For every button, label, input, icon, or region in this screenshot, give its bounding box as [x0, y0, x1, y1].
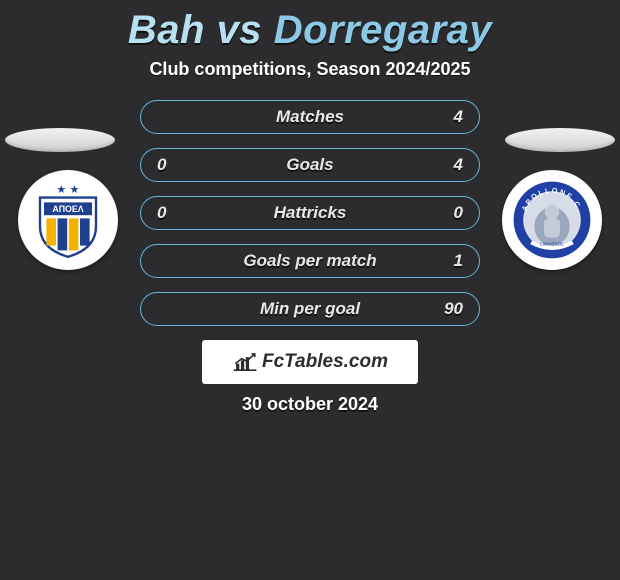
svg-text:ΑΠΟΕΛ: ΑΠΟΕΛ: [52, 204, 83, 214]
stat-label: Hattricks: [181, 203, 439, 223]
player1-name: Bah: [128, 8, 205, 52]
brand-badge[interactable]: FcTables.com: [202, 340, 418, 384]
player2-name: Dorregaray: [274, 8, 492, 52]
stat-right-value: 0: [439, 203, 463, 223]
stat-right-value: 90: [439, 299, 463, 319]
svg-text:★ ★: ★ ★: [56, 184, 79, 196]
apollon-crest: A P O L L O N F . C . LIMASSOL: [512, 180, 592, 260]
date-label: 30 october 2024: [0, 394, 620, 415]
comparison-card: Bah vs Dorregaray Club competitions, Sea…: [0, 0, 620, 440]
stat-label: Goals per match: [181, 251, 439, 271]
apoel-crest: ★ ★ ΑΠΟΕΛ: [28, 180, 108, 260]
subtitle: Club competitions, Season 2024/2025: [0, 59, 620, 80]
stat-right-value: 4: [439, 155, 463, 175]
stat-left-value: 0: [157, 155, 181, 175]
stat-right-value: 4: [439, 107, 463, 127]
left-pedestal: [5, 128, 115, 152]
svg-text:LIMASSOL: LIMASSOL: [540, 242, 564, 248]
stat-left-value: 0: [157, 203, 181, 223]
stat-row-matches: Matches 4: [140, 100, 480, 134]
vs-label: vs: [217, 8, 263, 52]
stat-row-min-per-goal: Min per goal 90: [140, 292, 480, 326]
stat-right-value: 1: [439, 251, 463, 271]
brand-label: FcTables.com: [262, 351, 388, 373]
page-title: Bah vs Dorregaray: [0, 8, 620, 53]
stat-row-goals: 0 Goals 4: [140, 148, 480, 182]
team-badge-left: ★ ★ ΑΠΟΕΛ: [18, 170, 118, 270]
stat-label: Goals: [181, 155, 439, 175]
stats-table: Matches 4 0 Goals 4 0 Hattricks 0 Goals …: [140, 100, 480, 326]
right-pedestal: [505, 128, 615, 152]
chart-icon: [232, 351, 258, 373]
stat-row-goals-per-match: Goals per match 1: [140, 244, 480, 278]
stat-label: Matches: [181, 107, 439, 127]
stat-row-hattricks: 0 Hattricks 0: [140, 196, 480, 230]
team-badge-right: A P O L L O N F . C . LIMASSOL: [502, 170, 602, 270]
stat-label: Min per goal: [181, 299, 439, 319]
